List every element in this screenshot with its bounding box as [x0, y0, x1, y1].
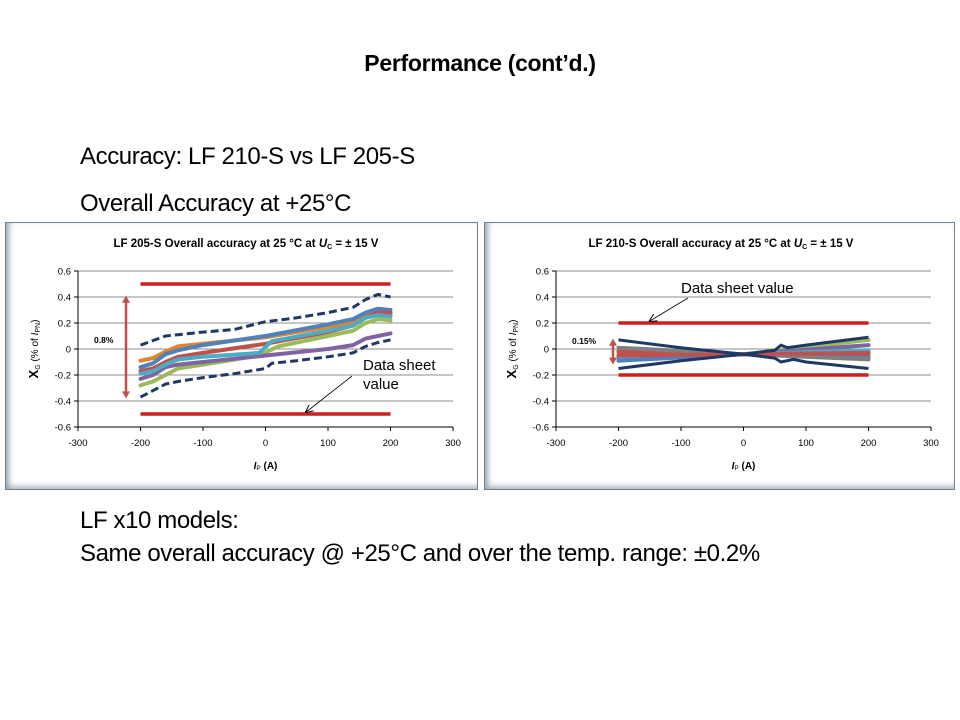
data-series-s4: [138, 317, 393, 388]
accuracy-heading: Accuracy: LF 210-S vs LF 205-S: [80, 143, 415, 170]
upper-envelope: [139, 292, 391, 347]
chart-lf205: LF 205-S Overall accuracy at 25 °C at UC…: [26, 238, 461, 472]
callout-arrow: [306, 375, 353, 412]
y-tick-label: -0.4: [55, 397, 71, 408]
chart-lf205-frame: LF 205-S Overall accuracy at 25 °C at UC…: [5, 222, 478, 490]
upper-envelope: [618, 335, 869, 356]
x-tick-label: -100: [671, 438, 690, 449]
x-tick-label: -100: [193, 438, 212, 449]
x-tick-label: -300: [68, 438, 87, 449]
x-tick-label: 0: [263, 438, 268, 449]
x-tick-label: 300: [923, 438, 939, 449]
chart-title-u: U: [319, 238, 328, 250]
x-tick-label: 300: [445, 438, 461, 449]
callout-text-line1: Data sheet: [363, 357, 436, 374]
y-tick-label: -0.2: [533, 371, 549, 382]
y-axis-label-i: I: [508, 332, 519, 335]
span-label: 0.15%: [572, 336, 597, 346]
data-series-s6: [138, 313, 393, 376]
callout-arrow: [650, 297, 689, 321]
chart-lf210-frame: LF 210-S Overall accuracy at 25 °C at UC…: [484, 222, 955, 490]
y-axis-label-tail: (% of: [508, 335, 519, 364]
y-axis-label-isub: PN: [35, 323, 42, 333]
y-axis-label-close: ): [30, 320, 41, 323]
y-tick-label: 0.6: [58, 267, 71, 278]
data-series-s5: [138, 331, 393, 381]
chart-title-sub: C: [327, 244, 332, 251]
y-axis-label-sub: G: [513, 364, 520, 369]
x-axis-label: IP (A): [254, 461, 278, 472]
lower-envelope: [618, 352, 869, 370]
callout-text-line2: value: [363, 376, 399, 393]
y-axis-label-close: ): [508, 320, 519, 323]
data-series-s2: [138, 306, 393, 370]
x-tick-label: 100: [798, 438, 814, 449]
x-axis-label-tail: (A): [739, 461, 756, 472]
y-axis-label-tail: (% of: [30, 335, 41, 364]
chart-title: LF 210-S Overall accuracy at 25 °C at UC…: [589, 238, 854, 251]
slide-title: Performance (cont’d.): [364, 50, 596, 76]
x-tick-label: -200: [131, 438, 150, 449]
y-tick-label: 0: [544, 345, 549, 356]
span-arrow-head-up: [122, 295, 130, 303]
x-axis-label: IP (A): [732, 461, 756, 472]
y-tick-label: 0.4: [536, 293, 549, 304]
y-axis-label: XG (% of IPN): [26, 320, 42, 379]
y-axis-label: XG (% of IPN): [504, 320, 520, 379]
x-tick-label: 200: [383, 438, 399, 449]
span-arrow-head-down: [609, 357, 617, 365]
y-tick-label: -0.2: [55, 371, 71, 382]
y-axis-label-i: I: [30, 332, 41, 335]
models-note-heading: LF x10 models:: [80, 507, 239, 534]
chart-lf210: LF 210-S Overall accuracy at 25 °C at UC…: [504, 238, 939, 472]
models-note-body: Same overall accuracy @ +25°C and over t…: [80, 540, 760, 567]
x-tick-label: -300: [546, 438, 565, 449]
x-axis-label-sub: P: [734, 465, 738, 472]
x-tick-label: 200: [861, 438, 877, 449]
chart-title-tail: = ± 15 V: [807, 238, 854, 250]
y-axis-label-x: X: [504, 369, 519, 378]
y-tick-label: 0.2: [536, 319, 549, 330]
y-tick-label: -0.4: [533, 397, 549, 408]
lower-envelope: [139, 338, 391, 399]
x-axis-label-sub: P: [256, 465, 260, 472]
y-tick-label: 0.2: [58, 319, 71, 330]
overall-accuracy-heading: Overall Accuracy at +25°C: [80, 190, 352, 217]
chart-title-tail: = ± 15 V: [332, 238, 379, 250]
y-tick-label: -0.6: [533, 423, 549, 434]
span-label: 0.8%: [94, 335, 114, 345]
y-tick-label: -0.6: [55, 423, 71, 434]
chart-title: LF 205-S Overall accuracy at 25 °C at UC…: [114, 238, 379, 251]
x-axis-label-tail: (A): [261, 461, 278, 472]
x-axis-label-i: I: [732, 461, 735, 472]
callout-text-line1: Data sheet value: [681, 280, 794, 297]
y-axis-label-x: X: [26, 369, 41, 378]
x-tick-label: -200: [609, 438, 628, 449]
x-tick-label: 100: [320, 438, 336, 449]
y-tick-label: 0.4: [58, 293, 71, 304]
y-axis-label-isub: PN: [513, 323, 520, 333]
y-tick-label: 0: [66, 345, 71, 356]
chart-title-main: LF 205-S Overall accuracy at 25 °C at: [114, 238, 319, 250]
y-tick-label: 0.6: [536, 267, 549, 278]
span-arrow-head-up: [609, 338, 617, 346]
x-tick-label: 0: [741, 438, 746, 449]
chart-title-main: LF 210-S Overall accuracy at 25 °C at: [589, 238, 794, 250]
chart-title-sub: C: [802, 244, 807, 251]
span-arrow-head-down: [122, 391, 130, 399]
chart-title-u: U: [794, 238, 803, 250]
y-axis-label-sub: G: [35, 364, 42, 369]
x-axis-label-i: I: [254, 461, 257, 472]
